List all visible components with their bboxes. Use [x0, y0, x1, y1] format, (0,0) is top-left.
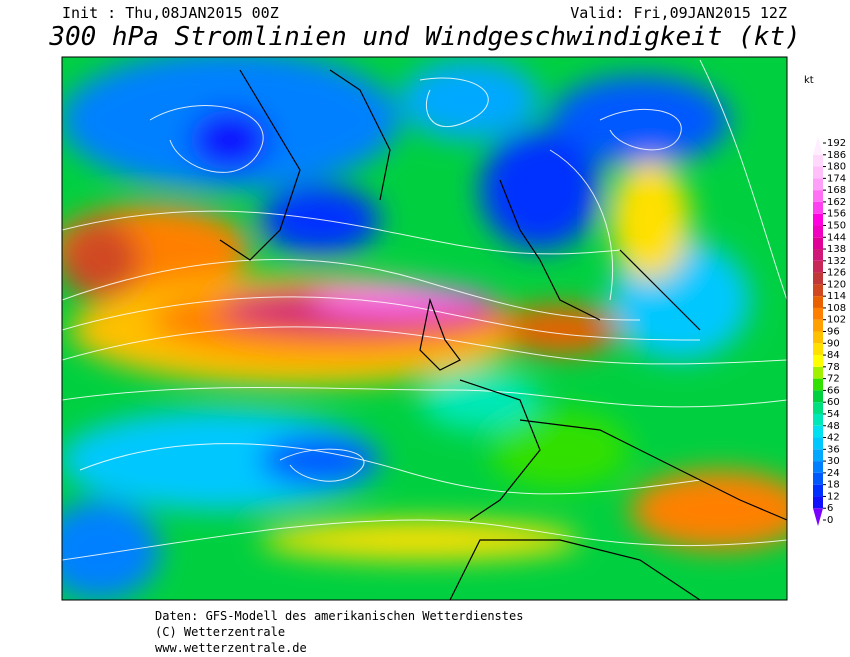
footer-line: Daten: GFS-Modell des amerikanischen Wet… — [155, 609, 523, 623]
colorbar-swatch — [813, 201, 823, 214]
colorbar-label: 48 — [827, 421, 840, 432]
colorbar-label: 60 — [827, 397, 840, 408]
colorbar-swatch — [813, 366, 823, 379]
colorbar-label: 12 — [827, 491, 840, 502]
colorbar-swatch — [813, 284, 823, 297]
colorbar-swatch — [813, 355, 823, 367]
colorbar-label: 96 — [827, 327, 840, 338]
colorbar-label: 174 — [827, 173, 846, 184]
colorbar-label: 0 — [827, 515, 833, 526]
colorbar-swatch — [813, 190, 823, 202]
colorbar-swatch — [813, 137, 823, 155]
colorbar-swatch — [813, 213, 823, 226]
colorbar-label: 24 — [827, 468, 840, 479]
legend-unit: kt — [804, 75, 814, 86]
colorbar-label: 108 — [827, 303, 846, 314]
colorbar-swatch — [813, 378, 823, 391]
colorbar-swatch — [813, 425, 823, 438]
map — [62, 57, 787, 600]
colorbar-label: 150 — [827, 220, 846, 231]
colorbar-swatch — [813, 343, 823, 356]
colorbar-swatch — [813, 331, 823, 344]
colorbar-swatch — [813, 449, 823, 462]
map-title: 300 hPa Stromlinien und Windgeschwindigk… — [48, 22, 800, 52]
colorbar-label: 138 — [827, 244, 846, 255]
colorbar-label: 162 — [827, 197, 846, 208]
colorbar-label: 54 — [827, 409, 840, 420]
colorbar-label: 42 — [827, 433, 840, 444]
colorbar-swatch — [813, 508, 823, 526]
footer-line: www.wetterzentrale.de — [155, 641, 307, 655]
colorbar-swatch — [813, 319, 823, 332]
colorbar-label: 186 — [827, 150, 846, 161]
colorbar-swatch — [813, 496, 823, 509]
colorbar-label: 120 — [827, 279, 846, 290]
valid-time: Valid: Fri,09JAN2015 12Z — [570, 4, 787, 22]
colorbar-swatch — [813, 307, 823, 320]
colorbar-label: 90 — [827, 338, 840, 349]
colorbar-label: 114 — [827, 291, 846, 302]
colorbar-label: 30 — [827, 456, 840, 467]
footer-line: (C) Wetterzentrale — [155, 625, 285, 639]
colorbar-label: 126 — [827, 268, 846, 279]
colorbar-swatch — [813, 260, 823, 273]
colorbar-label: 18 — [827, 480, 840, 491]
colorbar-label: 102 — [827, 315, 846, 326]
colorbar-label: 84 — [827, 350, 840, 361]
colorbar-swatch — [813, 296, 823, 308]
colorbar-swatch — [813, 402, 823, 414]
colorbar-swatch — [813, 237, 823, 250]
colorbar-swatch — [813, 390, 823, 403]
colorbar-swatch — [813, 437, 823, 450]
colorbar-label: 36 — [827, 444, 840, 455]
colorbar-swatch — [813, 472, 823, 485]
colorbar-label: 132 — [827, 256, 846, 267]
colorbar: 0612182430364248546066727884909610210811… — [813, 137, 846, 526]
colorbar-label: 180 — [827, 162, 846, 173]
colorbar-label: 156 — [827, 209, 846, 220]
colorbar-swatch — [813, 225, 823, 238]
colorbar-label: 66 — [827, 385, 840, 396]
colorbar-label: 192 — [827, 138, 846, 149]
colorbar-swatch — [813, 484, 823, 497]
colorbar-label: 6 — [827, 503, 833, 514]
colorbar-swatch — [813, 461, 823, 473]
colorbar-label: 144 — [827, 232, 846, 243]
colorbar-label: 72 — [827, 374, 840, 385]
coastlines — [219, 69, 787, 600]
colorbar-label: 168 — [827, 185, 846, 196]
colorbar-swatch — [813, 166, 823, 179]
colorbar-swatch — [813, 272, 823, 285]
colorbar-swatch — [813, 178, 823, 191]
colorbar-swatch — [813, 154, 823, 167]
init-time: Init : Thu,08JAN2015 00Z — [62, 4, 279, 22]
colorbar-label: 78 — [827, 362, 840, 373]
colorbar-swatch — [813, 249, 823, 261]
colorbar-swatch — [813, 413, 823, 426]
